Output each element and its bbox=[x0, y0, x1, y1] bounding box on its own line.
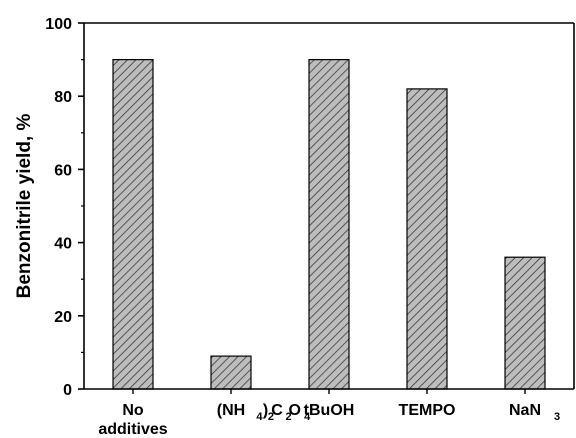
bar bbox=[308, 58, 350, 390]
y-tick-label: 20 bbox=[54, 309, 72, 326]
x-tick-label: NaN 3 bbox=[509, 402, 560, 423]
x-tick-label: No additives bbox=[98, 402, 167, 438]
bar bbox=[504, 256, 546, 390]
y-tick-label: 100 bbox=[45, 16, 72, 33]
y-ticks-group: 0 20 40 60 80 100 bbox=[45, 16, 84, 399]
x-tick-label: (NH 4)2C 2O 4 bbox=[217, 402, 311, 423]
bar bbox=[406, 88, 448, 390]
x-tick-label: tBuOH bbox=[304, 402, 355, 419]
y-tick-label: 0 bbox=[63, 382, 72, 399]
bars-group bbox=[112, 58, 546, 390]
y-tick-label: 80 bbox=[54, 89, 72, 106]
y-tick-label: 40 bbox=[54, 236, 72, 253]
x-tick-label: TEMPO bbox=[399, 402, 456, 419]
y-tick-label: 60 bbox=[54, 162, 72, 179]
bar bbox=[210, 355, 252, 390]
y-axis-label: Benzonitrile yield, % bbox=[14, 114, 35, 299]
bar bbox=[112, 58, 154, 390]
